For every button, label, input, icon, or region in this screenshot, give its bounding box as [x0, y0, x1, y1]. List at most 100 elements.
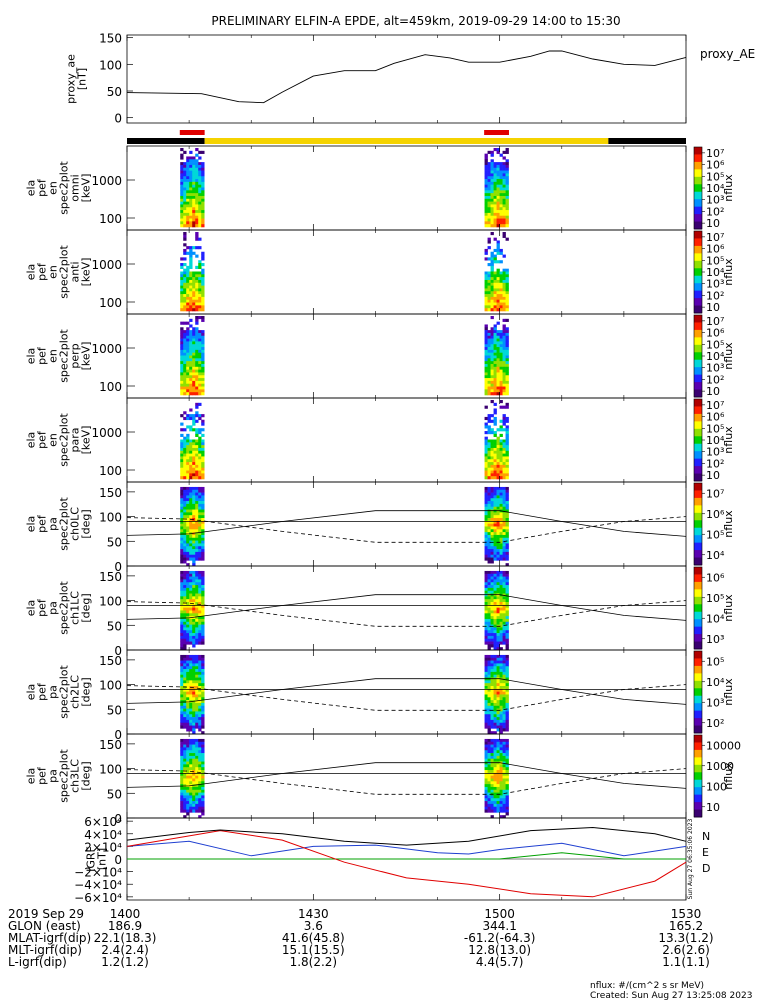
- spectrogram-bin: [505, 654, 509, 659]
- spectrogram-bin: [502, 308, 506, 312]
- spectrogram-bin: [180, 560, 184, 564]
- spectrogram-bin: [201, 616, 205, 620]
- spectrogram-bin: [189, 299, 193, 303]
- colorbar-tick-label: 10³: [706, 446, 724, 459]
- spectrogram-bin: [183, 495, 187, 499]
- spectrogram-bin: [195, 741, 199, 745]
- spectrogram-bin: [198, 380, 202, 385]
- spectrogram-bin: [490, 798, 494, 802]
- spectrogram-bin: [499, 691, 503, 695]
- spectrogram-bin: [502, 792, 506, 796]
- spectrogram-bin: [484, 714, 488, 718]
- spectrogram-bin: [490, 657, 494, 661]
- spectrogram-bin: [180, 498, 184, 502]
- spectrogram-bin: [487, 445, 491, 449]
- spectrogram-bin: [180, 618, 184, 623]
- spectrogram-bin: [201, 775, 205, 779]
- spectrogram-bin: [192, 596, 196, 600]
- colorbar-bin: [694, 221, 702, 230]
- spectrogram-bin: [201, 801, 205, 805]
- status-segment: [127, 138, 205, 144]
- spectrogram-bin: [189, 251, 193, 255]
- spectrogram-bin: [180, 599, 184, 603]
- spectrogram-bin: [490, 282, 494, 286]
- spectrogram-bin: [505, 193, 509, 197]
- spectrogram-bin: [502, 784, 506, 788]
- spectrogram-bin: [496, 666, 500, 670]
- spectrogram-bin: [186, 159, 190, 163]
- colorbar-bin: [694, 527, 702, 536]
- spectrogram-bin: [186, 579, 190, 583]
- panel-frame: [126, 733, 687, 819]
- spectrogram-bin: [201, 602, 205, 606]
- spectrogram-bin: [192, 747, 196, 751]
- spectrogram-bin: [490, 518, 494, 522]
- spectrogram-bin: [183, 674, 187, 678]
- spectrogram-bin: [195, 277, 199, 281]
- spectrogram-bin: [505, 221, 509, 225]
- spectrogram-bin: [502, 204, 506, 208]
- spectrogram-bin: [192, 549, 196, 553]
- spectrogram-bin: [183, 590, 187, 594]
- spectrogram-bin: [192, 369, 196, 373]
- spectrogram-bin: [502, 579, 506, 583]
- spectrogram-bin: [201, 349, 205, 353]
- spectrogram-bin: [487, 237, 491, 241]
- spectrogram-bin: [195, 221, 199, 225]
- spectrogram-bin: [198, 758, 202, 762]
- spectrogram-bin: [198, 579, 202, 583]
- spectrogram-bin: [496, 386, 500, 390]
- spectrogram-bin: [192, 722, 196, 726]
- spectrogram-bin: [496, 523, 500, 527]
- spectrogram-bin: [502, 470, 506, 474]
- spectrogram-bin: [195, 512, 199, 516]
- spectrogram-bin: [192, 419, 196, 423]
- spectrogram-bin: [186, 604, 190, 608]
- spectrogram-bin: [201, 257, 205, 261]
- spectrogram-bin: [180, 459, 184, 463]
- spectrogram-bin: [502, 305, 506, 309]
- spectrogram-bin: [183, 389, 187, 393]
- spectrogram-bin: [195, 462, 199, 466]
- spectrogram-bin: [490, 195, 494, 200]
- spectrogram-bin: [201, 697, 205, 701]
- spectrogram-bin: [201, 462, 205, 466]
- spectrogram-bin: [502, 221, 506, 225]
- spectrogram-bin: [490, 366, 494, 370]
- spectrogram-bin: [490, 747, 494, 751]
- spectrogram-bin: [502, 150, 506, 154]
- footer-cell: 1.8(2.2): [290, 955, 338, 969]
- spectrogram-bin: [186, 361, 190, 365]
- spectrogram-bin: [192, 618, 196, 623]
- spectrogram-bin: [186, 778, 190, 782]
- spectrogram-bin: [505, 338, 509, 342]
- spectrogram-bin: [484, 638, 488, 642]
- spectrogram-bin: [186, 795, 190, 799]
- colorbar-tick-label: 10²: [706, 289, 724, 302]
- spectrogram-bin: [186, 215, 190, 219]
- spectrogram-bin: [183, 512, 187, 516]
- spectrogram-bin: [198, 747, 202, 751]
- spectrogram-bin: [502, 176, 506, 180]
- spectrogram-bin: [493, 540, 497, 544]
- spectrogram-bin: [189, 697, 193, 701]
- spectrogram-bin: [183, 770, 187, 774]
- spectrogram-bin: [502, 582, 506, 586]
- spectrogram-bin: [186, 557, 190, 561]
- spectrogram-bin: [502, 453, 506, 457]
- spectrogram-bin: [505, 717, 509, 721]
- spectrogram-bin: [180, 327, 184, 331]
- spectrogram-bin: [195, 778, 199, 782]
- spectrogram-bin: [496, 755, 500, 760]
- spectrogram-bin: [189, 263, 193, 267]
- spectrogram-bin: [201, 204, 205, 208]
- spectrogram-bin: [198, 349, 202, 353]
- pa-ylabel-line: ela: [25, 768, 38, 785]
- spectrogram-bin: [493, 795, 497, 799]
- spectrogram-bin: [183, 570, 187, 575]
- spectrogram-bin: [186, 654, 190, 659]
- spectrogram-bin: [490, 660, 494, 664]
- colorbar-tick-label: 10⁷: [706, 399, 724, 412]
- spectrogram-bin: [487, 207, 491, 211]
- spectrogram-bin: [499, 753, 503, 757]
